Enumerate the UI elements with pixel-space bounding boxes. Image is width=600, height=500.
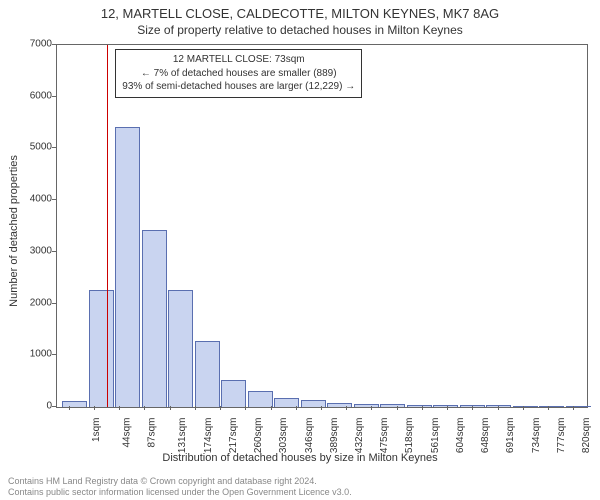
x-tick-label: 518sqm [405, 418, 416, 454]
x-tick-label: 174sqm [203, 418, 214, 454]
x-tick-label: 260sqm [253, 418, 264, 454]
y-tick-mark [52, 251, 56, 252]
x-tick-mark [296, 406, 297, 410]
y-tick-mark [52, 199, 56, 200]
property-marker-line [107, 45, 108, 407]
x-tick-mark [472, 406, 473, 410]
x-tick-mark [170, 406, 171, 410]
y-tick-label: 5000 [8, 142, 52, 153]
annotation-line: ← 7% of detached houses are smaller (889… [122, 67, 355, 81]
y-tick-label: 1000 [8, 349, 52, 360]
x-tick-label: 131sqm [177, 418, 188, 454]
x-tick-label: 87sqm [147, 418, 158, 448]
y-axis-label: Number of detached properties [8, 155, 20, 307]
x-tick-mark [119, 406, 120, 410]
y-tick-mark [52, 147, 56, 148]
histogram-bar [566, 406, 591, 407]
x-tick-mark [220, 406, 221, 410]
histogram-bar [327, 403, 352, 407]
y-tick-label: 6000 [8, 90, 52, 101]
plot-area: 12 MARTELL CLOSE: 73sqm← 7% of detached … [56, 44, 588, 408]
y-tick-mark [52, 354, 56, 355]
annotation-line: 12 MARTELL CLOSE: 73sqm [122, 53, 355, 67]
chart-container: 12, MARTELL CLOSE, CALDECOTTE, MILTON KE… [0, 0, 600, 500]
x-tick-label: 777sqm [556, 418, 567, 454]
y-tick-mark [52, 96, 56, 97]
x-tick-label: 432sqm [354, 418, 365, 454]
x-tick-label: 303sqm [278, 418, 289, 454]
x-tick-mark [397, 406, 398, 410]
x-tick-mark [245, 406, 246, 410]
chart-title-main: 12, MARTELL CLOSE, CALDECOTTE, MILTON KE… [0, 6, 600, 21]
x-tick-label: 648sqm [480, 418, 491, 454]
x-tick-mark [69, 406, 70, 410]
y-tick-mark [52, 406, 56, 407]
x-tick-mark [346, 406, 347, 410]
x-tick-label: 389sqm [329, 418, 340, 454]
histogram-bar [433, 405, 458, 407]
x-tick-mark [94, 406, 95, 410]
x-tick-mark [447, 406, 448, 410]
histogram-bar [195, 341, 220, 407]
x-tick-label: 691sqm [506, 418, 517, 454]
x-tick-mark [422, 406, 423, 410]
footer-line-2: Contains public sector information licen… [8, 487, 352, 498]
histogram-bar [221, 380, 246, 407]
x-tick-mark [573, 406, 574, 410]
y-tick-mark [52, 303, 56, 304]
x-tick-label: 561sqm [430, 418, 441, 454]
y-tick-label: 3000 [8, 245, 52, 256]
histogram-bar [486, 405, 511, 407]
histogram-bar [380, 404, 405, 407]
x-tick-label: 820sqm [581, 418, 592, 454]
x-tick-mark [523, 406, 524, 410]
y-tick-label: 2000 [8, 297, 52, 308]
histogram-bar [115, 127, 140, 407]
footer-line-1: Contains HM Land Registry data © Crown c… [8, 476, 352, 487]
chart-title-sub: Size of property relative to detached ho… [0, 23, 600, 37]
annotation-line: 93% of semi-detached houses are larger (… [122, 80, 355, 94]
x-tick-mark [321, 406, 322, 410]
x-tick-mark [371, 406, 372, 410]
x-tick-mark [548, 406, 549, 410]
histogram-bar [539, 406, 564, 407]
footer-attribution: Contains HM Land Registry data © Crown c… [8, 476, 352, 498]
x-tick-label: 217sqm [228, 418, 239, 454]
y-tick-label: 4000 [8, 194, 52, 205]
annotation-box: 12 MARTELL CLOSE: 73sqm← 7% of detached … [115, 49, 362, 98]
x-tick-label: 734sqm [531, 418, 542, 454]
y-tick-mark [52, 44, 56, 45]
histogram-bar [89, 290, 114, 407]
histogram-bar [168, 290, 193, 407]
y-tick-label: 7000 [8, 39, 52, 50]
histogram-bar [513, 406, 538, 407]
x-tick-mark [195, 406, 196, 410]
y-tick-label: 0 [8, 401, 52, 412]
x-tick-label: 1sqm [91, 418, 102, 442]
x-tick-mark [498, 406, 499, 410]
x-axis-label: Distribution of detached houses by size … [0, 452, 600, 464]
histogram-bar [407, 405, 432, 407]
x-tick-label: 475sqm [379, 418, 390, 454]
x-tick-label: 604sqm [455, 418, 466, 454]
x-tick-label: 44sqm [121, 418, 132, 448]
x-tick-mark [144, 406, 145, 410]
histogram-bar [248, 391, 273, 408]
histogram-bar [62, 401, 87, 407]
x-tick-mark [271, 406, 272, 410]
histogram-bar [354, 404, 379, 407]
x-tick-label: 346sqm [304, 418, 315, 454]
histogram-bar [142, 230, 167, 407]
